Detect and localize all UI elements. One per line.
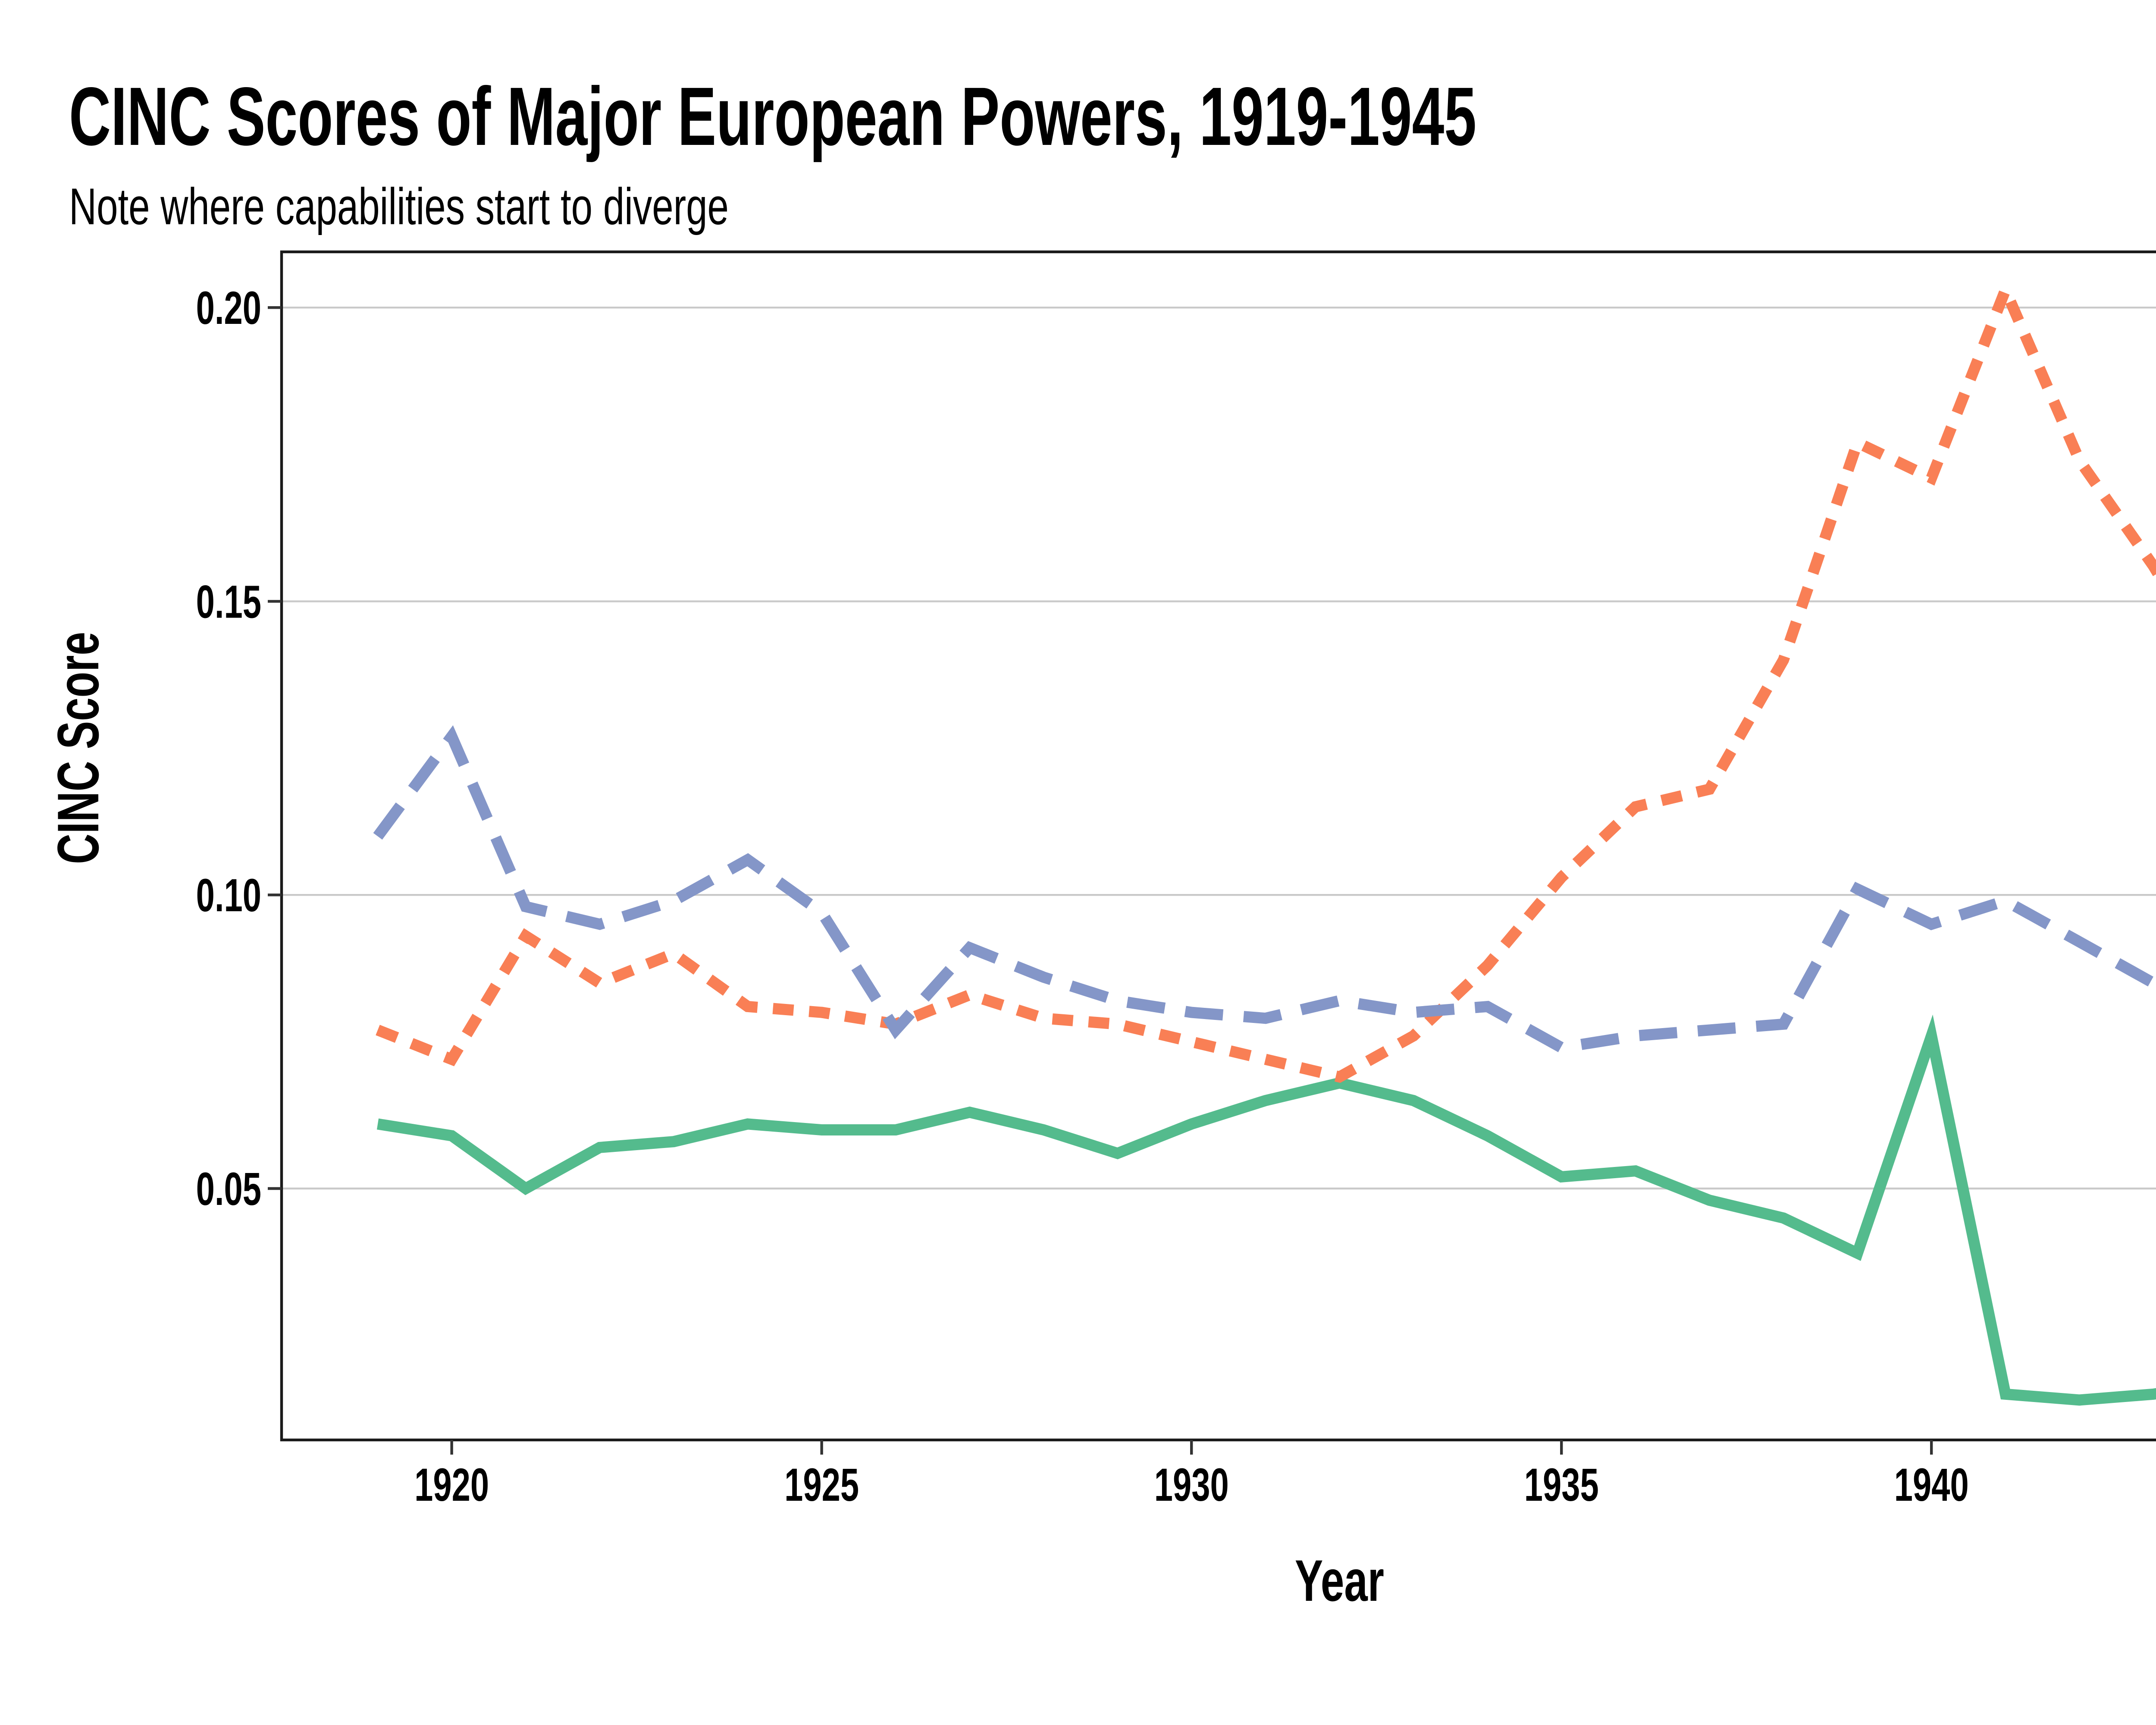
y-tick-labels: 0.05 0.10 0.15 0.20: [196, 282, 261, 1215]
x-tick-labels: 192019251930193519401945: [414, 1458, 1969, 1511]
y-tick-label-0.20: 0.20: [196, 282, 261, 334]
plot-panel-border: [280, 250, 2156, 1442]
axis-ticks: [268, 306, 1933, 1455]
x-tick-label-1935: 1935: [1524, 1458, 1599, 1511]
y-axis-title: CINC Score: [46, 632, 111, 864]
chart-subtitle: Note where capabilities start to diverge: [69, 178, 729, 235]
x-tick-label-1925: 1925: [784, 1458, 859, 1511]
series-lines: [373, 275, 2156, 1406]
x-tick-label-1930: 1930: [1154, 1458, 1229, 1511]
y-tick-label-0.10: 0.10: [196, 869, 261, 922]
x-tick-label-1920: 1920: [414, 1458, 489, 1511]
x-axis-title: Year: [1295, 1548, 1384, 1613]
y-tick-label-0.05: 0.05: [196, 1163, 261, 1215]
series-line-ukg: [373, 725, 2156, 1054]
chart-title: CINC Scores of Major European Powers, 19…: [69, 70, 1476, 163]
series-line-frn: [376, 1014, 2156, 1406]
series-line-gmy: [376, 275, 2156, 1083]
x-tick-label-1940: 1940: [1894, 1458, 1969, 1511]
gridlines: [282, 307, 2156, 1190]
y-tick-label-0.15: 0.15: [196, 576, 261, 628]
